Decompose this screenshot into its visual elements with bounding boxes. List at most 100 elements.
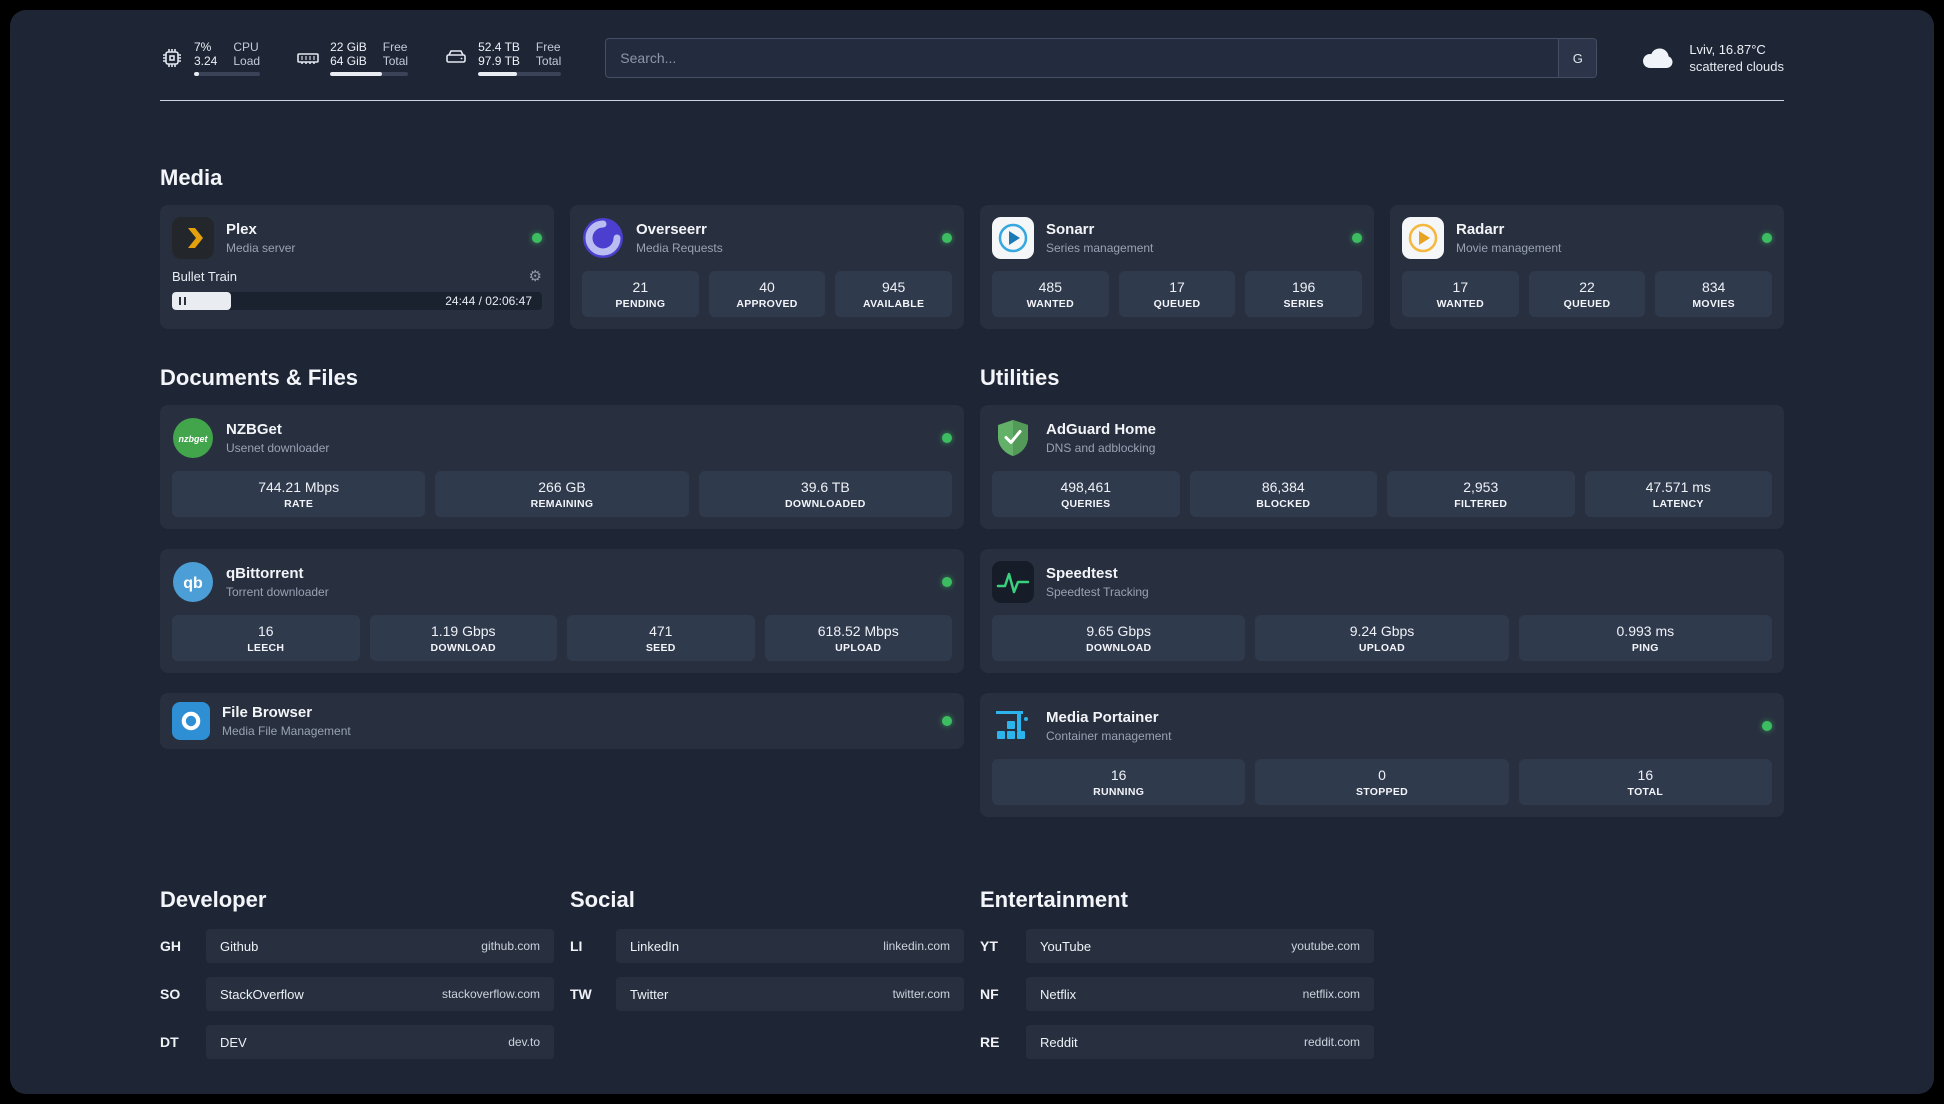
stat-tile: 40 APPROVED xyxy=(708,271,826,317)
section-title-documents: Documents & Files xyxy=(160,365,359,390)
app-desc: DNS and adblocking xyxy=(1046,441,1156,455)
status-dot xyxy=(532,233,542,243)
overseerr-icon xyxy=(582,217,624,259)
app-name: Speedtest xyxy=(1046,565,1118,582)
app-desc: Media Requests xyxy=(636,241,723,255)
status-dot xyxy=(1762,233,1772,243)
sonarr-card[interactable]: Sonarr Series management 485 WANTED 17 Q… xyxy=(980,205,1374,329)
app-desc: Media File Management xyxy=(222,724,351,738)
radarr-icon xyxy=(1402,217,1444,259)
system-metrics: 7% 3.24 CPU Load xyxy=(160,40,562,76)
speedtest-card[interactable]: Speedtest Speedtest Tracking 9.65 Gbps D… xyxy=(980,549,1784,673)
disk-free-value: 52.4 TB xyxy=(478,40,520,54)
stat-tile: 0.993 ms PING xyxy=(1518,615,1772,661)
stat-tile: 9.24 Gbps UPLOAD xyxy=(1255,615,1509,661)
bookmark-group-developer: Developer GH Github github.com SO StackO… xyxy=(160,887,554,1059)
stat-tile: 744.21 Mbps RATE xyxy=(172,471,426,517)
filebrowser-card[interactable]: File Browser Media File Management xyxy=(160,693,964,749)
stat-tile: 22 QUEUED xyxy=(1528,271,1646,317)
cpu-icon xyxy=(160,46,184,70)
search-input[interactable] xyxy=(606,39,1559,77)
app-name: NZBGet xyxy=(226,421,282,438)
disk-total-label: Total xyxy=(535,54,562,68)
stat-tile: 9.65 Gbps DOWNLOAD xyxy=(992,615,1246,661)
app-desc: Torrent downloader xyxy=(226,585,329,599)
nzbget-card[interactable]: nzbget NZBGet Usenet downloader 744.21 M… xyxy=(160,405,964,529)
overseerr-card[interactable]: Overseerr Media Requests 21 PENDING 40 A… xyxy=(570,205,964,329)
cpu-meter xyxy=(194,72,261,76)
stat-tile: 834 MOVIES xyxy=(1655,271,1772,317)
stat-tile: 485 WANTED xyxy=(992,271,1109,317)
now-playing-title: Bullet Train xyxy=(172,269,238,284)
bookmark-abbr: NF xyxy=(980,986,999,1002)
search-engine-button[interactable]: G xyxy=(1558,39,1597,77)
svg-text:qb: qb xyxy=(183,575,203,592)
app-desc: Movie management xyxy=(1456,241,1562,255)
nzbget-icon: nzbget xyxy=(172,417,214,459)
cpu-metric: 7% 3.24 CPU Load xyxy=(160,40,261,76)
status-dot xyxy=(942,577,952,587)
bookmark-abbr: YT xyxy=(980,938,998,954)
bookmark-link-youtube[interactable]: YouTube youtube.com xyxy=(1026,929,1374,963)
stat-tile: 196 SERIES xyxy=(1245,271,1362,317)
cpu-load-value: 3.24 xyxy=(194,54,218,68)
bookmark-abbr: TW xyxy=(570,986,592,1002)
app-desc: Series management xyxy=(1046,241,1154,255)
bookmark-group-entertainment: Entertainment YT YouTube youtube.com NF … xyxy=(980,887,1374,1059)
stat-tile: 17 QUEUED xyxy=(1118,271,1236,317)
disk-free-label: Free xyxy=(535,40,561,54)
svg-text:nzbget: nzbget xyxy=(179,434,209,444)
bookmark-youtube: YT YouTube youtube.com xyxy=(980,929,1374,963)
speedtest-icon xyxy=(992,561,1034,603)
adguard-card[interactable]: AdGuard Home DNS and adblocking 498,461 … xyxy=(980,405,1784,529)
bookmark-link-twitter[interactable]: Twitter twitter.com xyxy=(616,977,964,1011)
cloud-icon xyxy=(1641,45,1677,71)
stat-tile: 17 WANTED xyxy=(1402,271,1519,317)
bookmark-abbr: DT xyxy=(160,1034,179,1050)
app-name: qBittorrent xyxy=(226,565,304,582)
plex-card[interactable]: Plex Media server Bullet Train ⚙ xyxy=(160,205,554,329)
bookmark-link-reddit[interactable]: Reddit reddit.com xyxy=(1026,1025,1374,1059)
bookmark-abbr: SO xyxy=(160,986,181,1002)
ram-total-value: 64 GiB xyxy=(330,54,367,68)
stat-tile: 16 RUNNING xyxy=(992,759,1246,805)
adguard-icon xyxy=(992,417,1034,459)
ram-meter xyxy=(330,72,409,76)
app-name: AdGuard Home xyxy=(1046,421,1157,438)
gear-icon[interactable]: ⚙ xyxy=(528,268,542,285)
qbittorrent-card[interactable]: qb qBittorrent Torrent downloader 16 xyxy=(160,549,964,673)
qbittorrent-icon: qb xyxy=(172,561,214,603)
bookmark-link-dev[interactable]: DEV dev.to xyxy=(206,1025,554,1059)
plex-icon xyxy=(172,217,214,259)
section-title-developer: Developer xyxy=(160,887,267,912)
bookmark-link-netflix[interactable]: Netflix netflix.com xyxy=(1026,977,1374,1011)
portainer-icon xyxy=(992,705,1034,747)
cpu-load-label: Load xyxy=(233,54,261,68)
app-desc: Usenet downloader xyxy=(226,441,330,455)
ram-free-label: Free xyxy=(382,40,408,54)
section-title-utilities: Utilities xyxy=(980,365,1060,390)
bookmark-stackoverflow: SO StackOverflow stackoverflow.com xyxy=(160,977,554,1011)
pause-icon[interactable] xyxy=(179,297,181,305)
portainer-card[interactable]: Media Portainer Container management 16 … xyxy=(980,693,1784,817)
bookmark-link-linkedin[interactable]: LinkedIn linkedin.com xyxy=(616,929,964,963)
section-title-media: Media xyxy=(160,165,223,190)
bookmark-link-stackoverflow[interactable]: StackOverflow stackoverflow.com xyxy=(206,977,554,1011)
ram-metric: 22 GiB 64 GiB Free Total xyxy=(296,40,409,76)
radarr-card[interactable]: Radarr Movie management 17 WANTED 22 QUE… xyxy=(1390,205,1784,329)
section-title-entertainment: Entertainment xyxy=(980,887,1128,912)
status-dot xyxy=(942,716,952,726)
stat-tile: 1.19 Gbps DOWNLOAD xyxy=(369,615,557,661)
app-name: Radarr xyxy=(1456,221,1505,238)
playback-progress-bar[interactable]: 24:44 / 02:06:47 xyxy=(172,292,542,310)
app-desc: Media server xyxy=(226,241,296,255)
stat-tile: 21 PENDING xyxy=(582,271,699,317)
status-dot xyxy=(1352,233,1362,243)
disk-metric: 52.4 TB 97.9 TB Free Total xyxy=(444,40,562,76)
weather-widget: Lviv, 16.87°C scattered clouds xyxy=(1641,41,1784,75)
bookmark-link-github[interactable]: Github github.com xyxy=(206,929,554,963)
search-bar: G xyxy=(605,38,1598,78)
app-name: Plex xyxy=(226,221,257,238)
stat-tile: 266 GB REMAINING xyxy=(435,471,689,517)
stat-tile: 39.6 TB DOWNLOADED xyxy=(698,471,952,517)
